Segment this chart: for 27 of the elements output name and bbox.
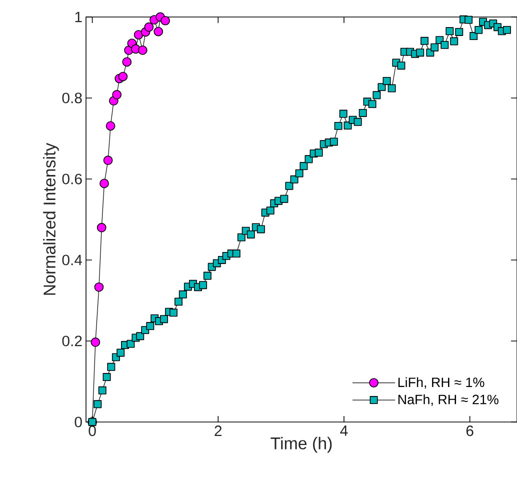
legend-label: NaFh, RH ≈ 21% [398, 394, 498, 406]
x-tick-label: 2 [214, 426, 222, 436]
x-tick-label: 4 [340, 426, 348, 436]
point [100, 178, 109, 188]
y-axis-title: Normalized Intensity [43, 142, 59, 295]
point [96, 222, 106, 232]
point [144, 22, 154, 32]
x-tick-label: 6 [466, 426, 474, 436]
point [154, 26, 164, 36]
y-tick-label: 0.4 [62, 254, 82, 266]
point [112, 90, 122, 100]
y-tick-label: 1 [75, 12, 82, 22]
point [106, 121, 116, 131]
point [122, 57, 132, 67]
y-tick-label: 0.6 [62, 174, 82, 184]
y-tick-label: 0.8 [62, 92, 82, 104]
point [90, 338, 100, 347]
point [138, 46, 148, 55]
point [134, 30, 144, 40]
point [94, 282, 104, 292]
y-tick-label: 0 [74, 416, 82, 428]
point [160, 16, 170, 26]
x-axis-title: Time (h) [270, 436, 332, 453]
y-tick-label: 0.2 [62, 336, 82, 346]
point [118, 72, 128, 82]
legend-label: LiFh, RH ≈ 1% [398, 377, 484, 389]
point [103, 156, 113, 166]
